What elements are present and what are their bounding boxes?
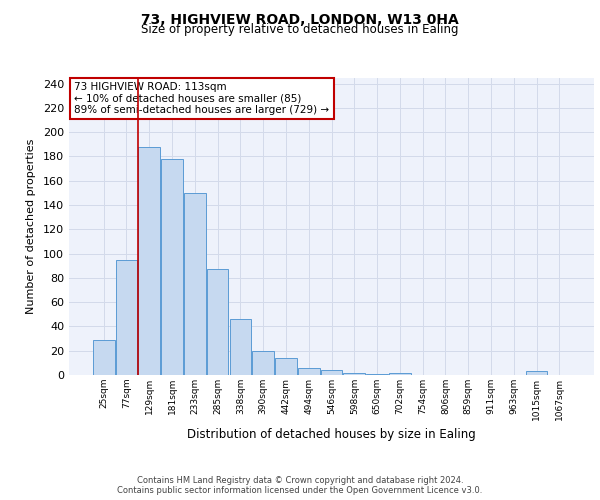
Bar (230, 319, 251, 375)
Text: Contains HM Land Registry data © Crown copyright and database right 2024.
Contai: Contains HM Land Registry data © Crown c… (118, 476, 482, 495)
Bar (116, 260, 137, 375)
Bar (275, 358, 297, 375)
Bar (343, 372, 365, 375)
Bar (320, 370, 343, 375)
Text: Size of property relative to detached houses in Ealing: Size of property relative to detached ho… (141, 22, 459, 36)
X-axis label: Distribution of detached houses by size in Ealing: Distribution of detached houses by size … (187, 428, 476, 441)
Bar (139, 146, 160, 375)
Bar (298, 368, 320, 375)
Bar (526, 372, 547, 375)
Text: 73, HIGHVIEW ROAD, LONDON, W13 0HA: 73, HIGHVIEW ROAD, LONDON, W13 0HA (141, 12, 459, 26)
Bar (184, 193, 206, 375)
Text: 73 HIGHVIEW ROAD: 113sqm
← 10% of detached houses are smaller (85)
89% of semi-d: 73 HIGHVIEW ROAD: 113sqm ← 10% of detach… (74, 82, 329, 115)
Bar (253, 350, 274, 375)
Bar (93, 340, 115, 375)
Bar (161, 159, 183, 375)
Bar (389, 372, 410, 375)
Bar (207, 270, 229, 375)
Y-axis label: Number of detached properties: Number of detached properties (26, 138, 36, 314)
Bar (366, 374, 388, 375)
